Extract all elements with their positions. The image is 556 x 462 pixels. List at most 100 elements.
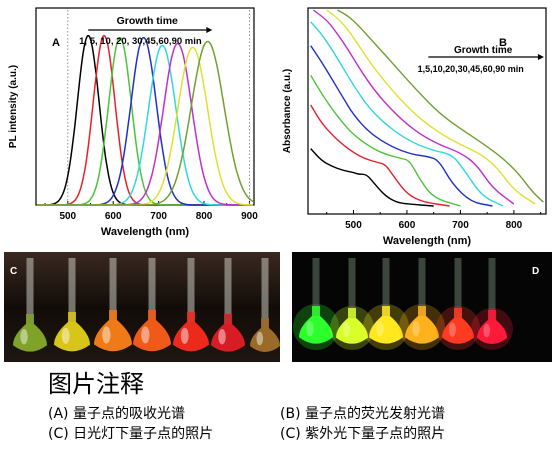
caption-row-2: (C) 日光灯下量子点的照片 (C) 紫外光下量子点的照片 bbox=[48, 424, 548, 444]
panel-label: B bbox=[499, 37, 507, 49]
flask-neck bbox=[68, 258, 76, 322]
flask-body bbox=[442, 318, 474, 344]
flask-3 bbox=[94, 258, 132, 352]
flask-2 bbox=[54, 258, 90, 352]
caption-item-c: (C) 日光灯下量子点的照片 bbox=[48, 426, 214, 442]
flask-highlight bbox=[61, 327, 70, 344]
flask-liquid-neck bbox=[148, 310, 156, 322]
photo-d-label: D bbox=[532, 266, 539, 277]
series-line-2 bbox=[310, 104, 450, 207]
photo-uv-quantum-dots: D bbox=[292, 252, 552, 362]
flask-body bbox=[211, 324, 245, 352]
flask-body bbox=[133, 320, 171, 352]
flask-5 bbox=[173, 258, 209, 352]
growth-arrow-head bbox=[537, 54, 544, 60]
flask-highlight bbox=[448, 322, 456, 337]
flask-neck bbox=[312, 258, 320, 316]
series-line-7 bbox=[326, 9, 536, 205]
flask-liquid-neck bbox=[488, 310, 496, 322]
flask-highlight bbox=[306, 321, 314, 337]
caption-row-1: (A) 量子点的吸收光谱 (B) 量子点的荧光发射光谱 bbox=[48, 404, 548, 424]
x-axis-label: Wavelength (nm) bbox=[101, 226, 190, 238]
flask-body bbox=[173, 322, 209, 352]
x-tick-label: 800 bbox=[506, 220, 523, 231]
flask-neck bbox=[148, 258, 156, 320]
growth-time-values: 1,5,10,20,30,45,60,90 min bbox=[418, 64, 524, 74]
flask-liquid-neck bbox=[382, 306, 390, 318]
plot-area-a: 500 600 700 800 900 Wavelength (nm) PL intensi… bbox=[8, 7, 258, 238]
growth-arrow-head bbox=[206, 27, 213, 33]
growth-time-title: Growth time bbox=[454, 45, 513, 56]
photo-c-label: C bbox=[10, 266, 17, 277]
flask-1 bbox=[13, 258, 47, 352]
flask-highlight bbox=[180, 327, 189, 344]
flask-liquid-neck bbox=[187, 312, 195, 324]
flask-body bbox=[13, 324, 47, 352]
flask-4 bbox=[133, 258, 171, 352]
growth-time-values: 1, 5, 10, 20, 30,45,60,90 min bbox=[79, 36, 202, 47]
flask-highlight bbox=[376, 321, 384, 337]
x-tick-label: 500 bbox=[345, 220, 362, 231]
flask-3 bbox=[363, 258, 409, 350]
figure-caption: 图片注释 (A) 量子点的吸收光谱 (B) 量子点的荧光发射光谱 (C) 日光灯… bbox=[48, 370, 548, 444]
flask-neck bbox=[488, 258, 496, 320]
y-axis-label: PL intensity (a.u.) bbox=[8, 65, 19, 148]
flask-liquid-neck bbox=[418, 306, 426, 318]
flask-body bbox=[299, 316, 333, 344]
flask-5 bbox=[436, 258, 480, 350]
flask-neck bbox=[26, 258, 34, 324]
plot-frame bbox=[307, 7, 547, 215]
photo-daylight-quantum-dots: C bbox=[4, 252, 280, 362]
caption-title: 图片注释 bbox=[48, 370, 144, 398]
series-line-8 bbox=[337, 9, 544, 203]
flask-neck bbox=[224, 258, 232, 324]
flask-6 bbox=[471, 258, 513, 350]
series-line-6 bbox=[36, 42, 254, 206]
flask-row-daylight bbox=[13, 258, 280, 352]
absorbance-spectrum-chart: 500 600 700 800 Wavelength (nm) Absorbance (a… bbox=[282, 7, 547, 247]
flask-body bbox=[94, 320, 132, 352]
y-axis-label: Absorbance (a.u.) bbox=[282, 69, 293, 153]
flask-neck bbox=[348, 258, 356, 318]
x-axis-label: Wavelength (nm) bbox=[383, 235, 472, 247]
series-line-3 bbox=[310, 74, 461, 207]
flask-highlight bbox=[102, 326, 111, 344]
series-line-7 bbox=[36, 46, 254, 206]
plot-area-b: 500 600 700 800 Wavelength (nm) Absorbance (a… bbox=[282, 7, 547, 247]
flask-body bbox=[405, 316, 439, 344]
flask-4 bbox=[399, 258, 445, 350]
x-tick-label: 600 bbox=[399, 220, 416, 231]
caption-item-d: (C) 紫外光下量子点的照片 bbox=[280, 426, 446, 442]
series-line-5 bbox=[310, 21, 504, 207]
flask-liquid-neck bbox=[261, 318, 269, 330]
flask-row-uv bbox=[293, 258, 513, 350]
flask-1 bbox=[293, 258, 339, 350]
series-line-8 bbox=[36, 40, 254, 206]
series-line-1 bbox=[310, 148, 434, 207]
flask-neck bbox=[454, 258, 462, 318]
flask-7 bbox=[250, 258, 280, 352]
flask-highlight bbox=[342, 322, 350, 337]
series-line-5 bbox=[36, 44, 254, 206]
flask-highlight bbox=[256, 331, 264, 346]
flask-liquid-neck bbox=[109, 310, 117, 322]
series-line-6 bbox=[312, 9, 515, 205]
flask-liquid-neck bbox=[224, 314, 232, 326]
flask-highlight bbox=[20, 329, 28, 345]
flask-neck bbox=[109, 258, 117, 320]
x-tick-label: 600 bbox=[105, 211, 122, 222]
flask-liquid-neck bbox=[68, 312, 76, 324]
flask-neck bbox=[382, 258, 390, 316]
flask-liquid-neck bbox=[26, 314, 34, 326]
caption-item-a: (A) 量子点的吸收光谱 bbox=[48, 406, 185, 422]
flask-liquid-neck bbox=[348, 308, 356, 320]
flask-body bbox=[369, 316, 403, 344]
growth-time-title: Growth time bbox=[117, 15, 178, 27]
flask-liquid-neck bbox=[454, 308, 462, 320]
flask-highlight bbox=[412, 321, 420, 337]
flask-2 bbox=[330, 258, 374, 350]
x-tick-label: 800 bbox=[196, 211, 213, 222]
flask-highlight bbox=[141, 326, 150, 344]
x-tick-label: 700 bbox=[452, 220, 469, 231]
flask-body bbox=[477, 320, 507, 344]
